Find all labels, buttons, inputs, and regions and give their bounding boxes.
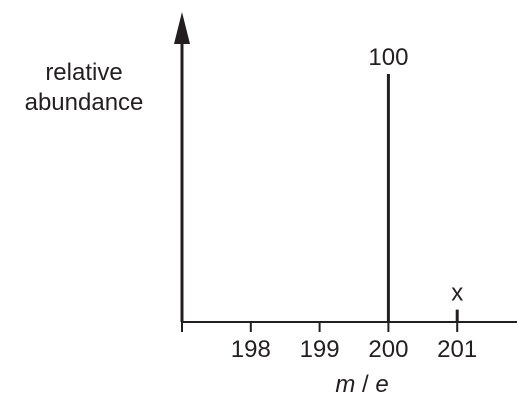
x-axis-tick-labels: 198 199 200 201 (231, 336, 477, 363)
y-axis-arrowhead (174, 12, 190, 44)
x-axis-label: m / e (335, 371, 388, 398)
spectrum-peak-labels: 100 x (368, 44, 463, 307)
x-axis-label-e: e (375, 371, 388, 398)
y-axis-label-line-1: relative (45, 59, 122, 86)
x-axis-label-slash: / (362, 371, 369, 398)
x-axis-ticks (181, 322, 459, 332)
y-axis-label-line-2: abundance (25, 89, 144, 116)
x-tick-label-201: 201 (437, 336, 477, 363)
x-tick-label-198: 198 (231, 336, 271, 363)
x-tick-label-199: 199 (300, 336, 340, 363)
peak-label-201: x (451, 280, 463, 307)
spectrum-peaks (386, 74, 459, 322)
x-axis-label-m: m (335, 371, 355, 398)
x-tick-label-200: 200 (368, 336, 408, 363)
peak-label-200: 100 (368, 44, 408, 71)
